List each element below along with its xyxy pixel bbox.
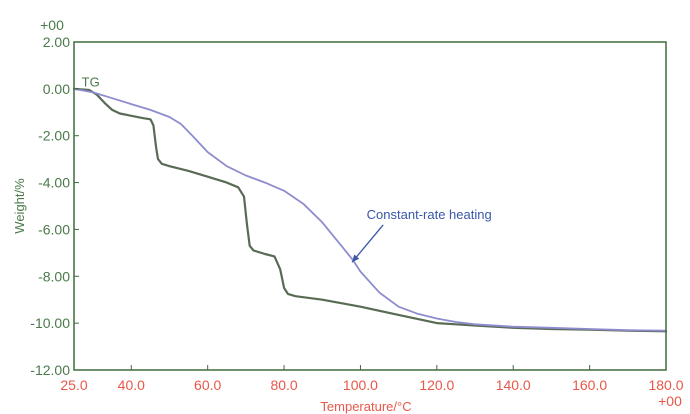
annotation-tg-label: TG: [82, 75, 100, 90]
y-tick-label: -2.00: [38, 128, 70, 144]
y-tick-label: -6.00: [38, 221, 70, 237]
tick-layer: 25.0 40.0 60.0 80.0 100.0 120.0 140.0 160.0 180.…: [30, 34, 683, 393]
y-axis-label: Weight/%: [12, 178, 27, 234]
y-axis-exponent: +00: [40, 17, 64, 33]
x-axis-exponent: +00: [658, 393, 682, 409]
y-tick-label: -8.00: [38, 268, 70, 284]
x-tick-label: 80.0: [270, 377, 297, 393]
y-tick-label: -10.00: [30, 315, 70, 331]
annotation-arrow-line: [351, 224, 384, 263]
annotation-constant-rate-heating-label: Constant-rate heating: [367, 207, 492, 222]
y-tick-label: 2.00: [43, 34, 70, 50]
x-tick-label: 60.0: [194, 377, 221, 393]
plot-frame: [73, 41, 667, 371]
x-tick-label: 100.0: [343, 377, 378, 393]
plot-background: [74, 42, 666, 370]
annotation-arrow-head: [352, 254, 360, 263]
x-tick-label: 40.0: [118, 377, 145, 393]
x-tick-label: 120.0: [419, 377, 454, 393]
x-tick-label: 25.0: [60, 377, 87, 393]
x-tick-label: 180.0: [648, 377, 683, 393]
y-tick-label: -12.00: [30, 362, 70, 378]
annotation-layer: TG Constant-rate heating: [82, 75, 492, 263]
x-axis-label: Temperature/°C: [320, 399, 411, 414]
x-tick-label: 140.0: [496, 377, 531, 393]
x-tick-label: 160.0: [572, 377, 607, 393]
series-constant-rate-heating-line: [73, 88, 667, 332]
series-tg-line: [72, 87, 668, 333]
y-tick-label: 0.00: [43, 81, 70, 97]
series-layer: [72, 87, 668, 333]
y-tick-label: -4.00: [38, 175, 70, 191]
